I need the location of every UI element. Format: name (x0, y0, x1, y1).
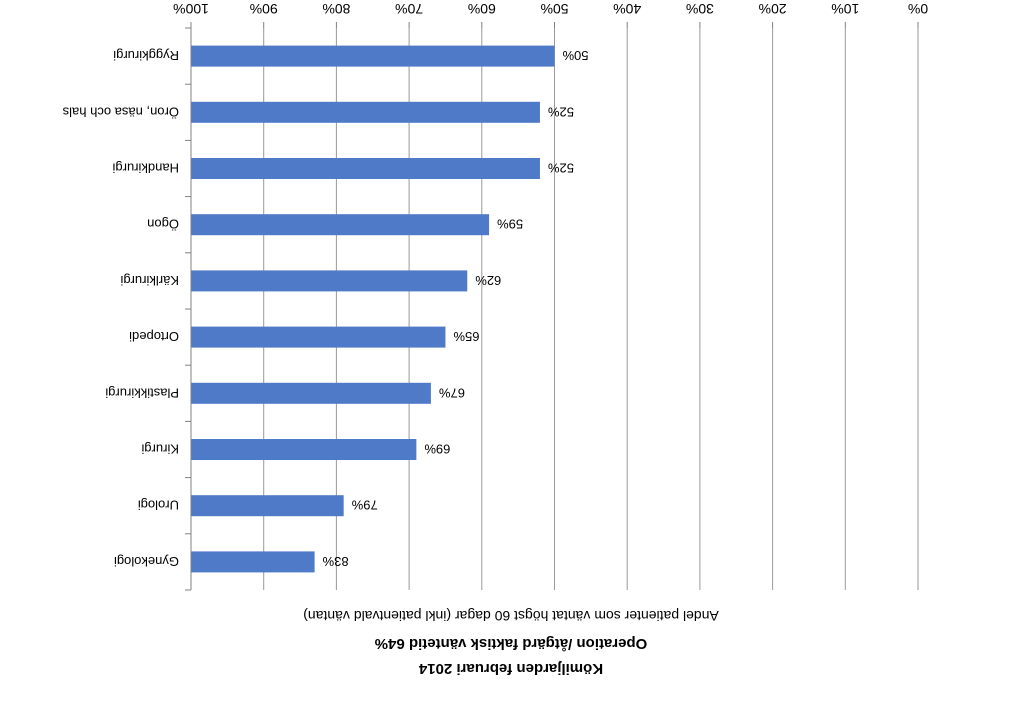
data-label: 65% (453, 329, 479, 344)
category-label: Plastikkirurgi (105, 385, 179, 400)
category-label: Ryggkirurgi (113, 48, 179, 63)
category-label: Gynekologi (114, 554, 179, 569)
chart-subtitle: Operation /åtgärd faktisk väntetid 64% (375, 635, 648, 652)
x-tick-label: 100% (173, 1, 209, 17)
category-label: Kirurgi (141, 442, 179, 457)
bar (191, 101, 540, 123)
category-label: Urologi (138, 498, 179, 513)
x-tick-label: 40% (613, 1, 641, 17)
category-label: Öron, näsa och hals (62, 104, 179, 119)
bar (191, 326, 446, 348)
chart-title: Kömiljarden februari 2014 (418, 660, 603, 677)
data-label: 69% (424, 442, 450, 457)
x-tick-label: 60% (468, 1, 496, 17)
bar (191, 158, 540, 179)
data-label: 67% (438, 385, 464, 400)
category-label: Handkirurgi (112, 161, 179, 176)
data-label: 59% (497, 217, 523, 232)
bar (191, 495, 344, 517)
bar (191, 439, 417, 460)
x-tick-label: 80% (322, 1, 350, 17)
data-label: 62% (475, 273, 501, 288)
bar (191, 382, 431, 404)
data-label: 50% (562, 48, 588, 63)
x-tick-label: 90% (250, 1, 278, 17)
labels: 0% 10% 20% 30% 40% 50% 60% 70% 80% 90% 100% 83% Gyne… (62, 1, 928, 569)
category-label: Ortopedi (129, 329, 179, 344)
value-axis-title: Andel patienter som väntat högst 60 daga… (303, 608, 719, 624)
category-label: Kärlkirurgi (120, 273, 179, 288)
x-tick-label: 50% (540, 1, 568, 17)
bars (191, 45, 555, 573)
x-tick-label: 0% (908, 1, 928, 17)
data-label: 52% (548, 161, 574, 176)
category-label: Ögon (147, 217, 179, 232)
data-label: 79% (351, 498, 377, 513)
bar (191, 551, 315, 573)
data-label: 52% (548, 104, 574, 119)
axes (185, 22, 919, 591)
x-tick-label: 10% (831, 1, 859, 17)
x-tick-label: 20% (759, 1, 787, 17)
x-tick-label: 30% (686, 1, 714, 17)
data-label: 83% (322, 554, 348, 569)
bar (191, 270, 468, 292)
bar (191, 45, 555, 67)
x-tick-label: 70% (395, 1, 423, 17)
bar (191, 214, 490, 236)
